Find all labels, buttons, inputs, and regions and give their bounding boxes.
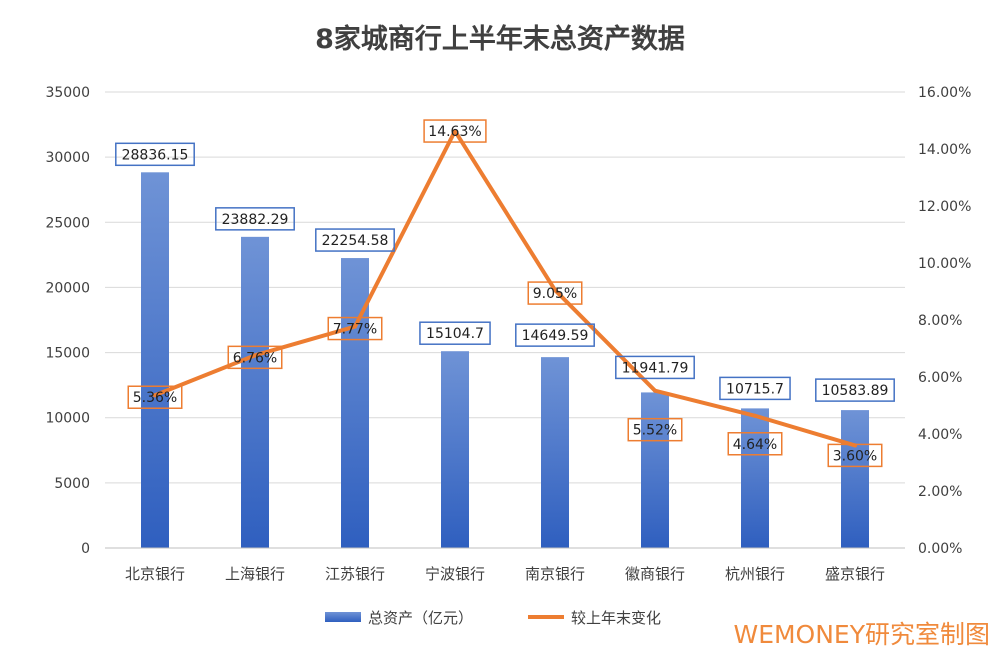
legend-bar-label: 总资产（亿元） <box>368 609 473 627</box>
bar-series <box>141 172 869 548</box>
data-label: 11941.79 <box>622 360 689 376</box>
x-tick-label: 南京银行 <box>525 565 585 583</box>
data-label-box <box>827 443 883 468</box>
data-label-box <box>423 119 487 143</box>
bar-data-labels: 28836.15 23882.29 22254.58 15104.7 14649.59 1… <box>115 142 895 402</box>
data-label-box <box>227 345 283 370</box>
line-point <box>753 413 757 418</box>
y-left-tick-label: 20000 <box>45 280 90 296</box>
chart-title: 8家城商行上半年末总资产数据 <box>315 23 685 55</box>
data-label-box <box>115 142 195 167</box>
data-label-box <box>815 378 895 402</box>
bar <box>841 410 869 548</box>
x-tick-label: 宁波银行 <box>425 565 485 583</box>
y-right-tick-label: 14.00% <box>918 142 971 158</box>
y-right-tick-label: 12.00% <box>918 199 971 215</box>
watermark: WEMONEY研究室制图 <box>733 620 990 649</box>
bar <box>541 357 569 548</box>
data-label: 10715.7 <box>726 381 784 397</box>
y-right-tick-label: 4.00% <box>918 427 962 443</box>
x-tick-label: 杭州银行 <box>725 565 785 583</box>
data-label: 28836.15 <box>122 147 189 163</box>
line-path <box>153 129 857 448</box>
data-label-box <box>719 376 791 401</box>
y-left-tick-label: 15000 <box>45 346 90 362</box>
data-label: 3.60% <box>833 448 877 464</box>
bar <box>441 351 469 548</box>
data-label-box <box>727 432 783 456</box>
x-tick-label: 上海银行 <box>225 565 285 583</box>
y-left-tick-label: 25000 <box>45 215 90 231</box>
data-label: 14649.59 <box>522 328 589 344</box>
y-left-tick-label: 5000 <box>54 476 90 492</box>
y-right-tick-label: 0.00% <box>918 541 962 557</box>
x-tick-label: 徽商银行 <box>625 565 685 583</box>
legend: 总资产（亿元） 较上年末变化 <box>325 609 661 627</box>
data-label: 5.52% <box>633 423 677 439</box>
data-label: 22254.58 <box>322 233 389 249</box>
y-right-tick-label: 10.00% <box>918 256 971 272</box>
data-label: 4.64% <box>733 437 777 453</box>
y-axis-right: 0.00% 2.00% 4.00% 6.00% 8.00% 10.00% 12.00% 14.… <box>918 85 971 557</box>
data-label-box <box>615 355 695 380</box>
bar <box>341 258 369 548</box>
line-point <box>553 288 557 293</box>
data-label: 7.77% <box>333 322 377 338</box>
gridlines <box>105 91 905 549</box>
data-label: 15104.7 <box>426 326 484 342</box>
data-label: 23882.29 <box>222 212 289 228</box>
bar <box>741 408 769 548</box>
y-left-tick-label: 0 <box>81 541 90 557</box>
y-left-tick-label: 30000 <box>45 150 90 166</box>
legend-line-label: 较上年末变化 <box>571 609 661 627</box>
x-tick-label: 盛京银行 <box>825 565 885 583</box>
bar <box>141 172 169 548</box>
y-right-tick-label: 16.00% <box>918 85 971 101</box>
data-label: 14.63% <box>428 124 481 140</box>
line-data-labels: 5.36% 6.76% 7.77% 14.63% 9.05% 5.52% 4.64% 3.60… <box>127 119 883 468</box>
data-label-box <box>527 281 583 305</box>
y-right-tick-label: 8.00% <box>918 313 962 329</box>
data-label-box <box>127 385 183 409</box>
y-left-tick-label: 10000 <box>45 411 90 427</box>
x-tick-label: 江苏银行 <box>325 565 385 583</box>
data-label-box <box>419 321 491 345</box>
line-point <box>353 324 357 329</box>
bar <box>641 392 669 548</box>
data-label-box <box>215 207 295 231</box>
y-right-tick-label: 6.00% <box>918 370 962 386</box>
bar <box>241 236 269 548</box>
line-point <box>653 388 657 393</box>
x-tick-label: 北京银行 <box>125 565 185 583</box>
y-left-tick-label: 35000 <box>45 85 90 101</box>
x-axis: 北京银行 上海银行 江苏银行 宁波银行 南京银行 徽商银行 杭州银行 盛京银行 <box>105 547 905 583</box>
line-point <box>253 353 257 358</box>
data-label: 6.76% <box>233 350 277 366</box>
line-point <box>153 393 157 398</box>
y-right-tick-label: 2.00% <box>918 484 962 500</box>
legend-bar-swatch <box>325 612 361 622</box>
y-axis-left: 0 5000 10000 15000 20000 25000 30000 35000 <box>45 85 90 557</box>
line-series <box>153 129 857 448</box>
line-point <box>453 129 457 134</box>
data-label: 5.36% <box>133 390 177 406</box>
data-label: 9.05% <box>533 286 577 302</box>
data-label: 10583.89 <box>822 383 889 399</box>
data-label-box <box>315 228 395 252</box>
data-label-box <box>627 417 683 442</box>
data-label-box <box>327 316 383 341</box>
data-label-box <box>515 323 595 347</box>
